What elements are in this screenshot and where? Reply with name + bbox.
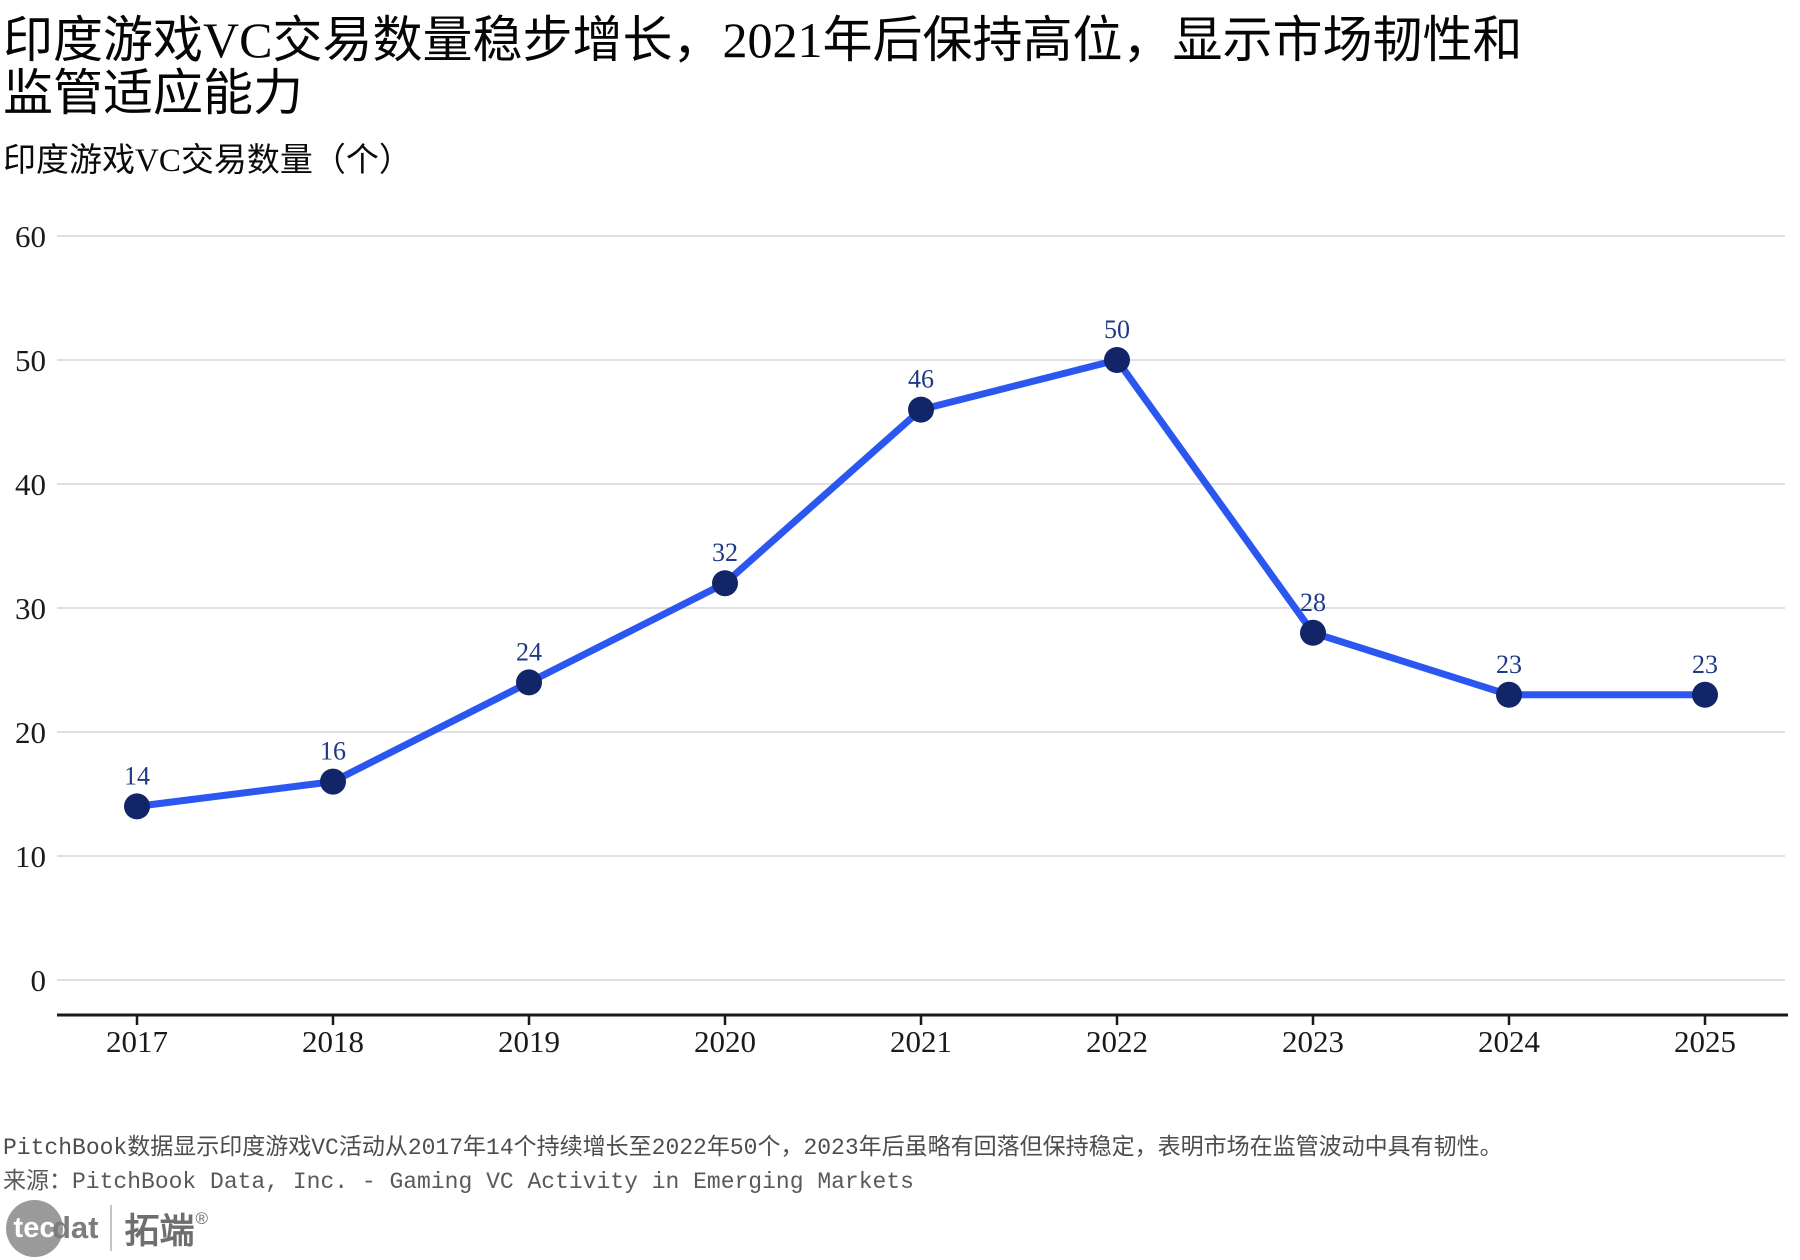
data-point-label: 46 [908, 365, 934, 394]
data-point [320, 768, 346, 795]
footer-source: 来源：PitchBook Data, Inc. - Gaming VC Acti… [3, 1169, 914, 1195]
y-tick-label: 40 [15, 467, 46, 502]
data-point [712, 570, 738, 597]
data-point [124, 793, 150, 820]
data-point [516, 669, 542, 696]
chart-header: 印度游戏VC交易数量稳步增长，2021年后保持高位，显示市场韧性和监管适应能力 … [3, 14, 1563, 181]
x-tick-label: 2021 [890, 1024, 952, 1059]
data-point [1300, 619, 1326, 646]
logo-divider [109, 1205, 112, 1251]
y-tick-label: 60 [15, 219, 46, 254]
data-point-label: 28 [1300, 588, 1326, 617]
x-tick-label: 2017 [106, 1024, 168, 1059]
registered-trademark-icon: ® [195, 1208, 209, 1228]
logo-text-dat: dat [52, 1210, 99, 1245]
x-tick-label: 2020 [694, 1024, 756, 1059]
data-point-label: 24 [516, 637, 542, 666]
chart-footer: PitchBook数据显示印度游戏VC活动从2017年14个持续增长至2022年… [3, 1136, 1763, 1194]
series-line [133, 356, 1709, 810]
chart-title: 印度游戏VC交易数量稳步增长，2021年后保持高位，显示市场韧性和监管适应能力 [3, 12, 1523, 121]
x-tick-label: 2024 [1478, 1024, 1541, 1059]
data-point [908, 396, 934, 423]
data-point-label: 32 [712, 538, 738, 567]
y-tick-label: 30 [15, 591, 46, 626]
data-point-label: 23 [1496, 650, 1522, 679]
x-tick-label: 2025 [1674, 1024, 1736, 1059]
x-tick-label: 2022 [1086, 1024, 1148, 1059]
logo-text-cjk: 拓端 [124, 1211, 195, 1251]
data-point-label: 23 [1692, 650, 1718, 679]
data-point-label: 16 [320, 737, 346, 766]
x-tick-label: 2023 [1282, 1024, 1344, 1059]
x-tick-label: 2018 [302, 1024, 364, 1059]
data-point [1496, 681, 1522, 708]
chart-subtitle: 印度游戏VC交易数量（个） [3, 143, 412, 179]
footer-note: PitchBook数据显示印度游戏VC活动从2017年14个持续增长至2022年… [3, 1135, 1503, 1161]
data-point [1104, 347, 1130, 373]
data-point-label: 14 [124, 761, 150, 790]
data-point-label: 50 [1104, 315, 1130, 344]
logo-text-tec: tec [13, 1211, 56, 1244]
logo-circle: tec [6, 1199, 63, 1257]
y-tick-label: 20 [15, 715, 46, 750]
y-tick-label: 0 [31, 963, 47, 998]
data-point [1692, 681, 1718, 708]
y-tick-label: 50 [15, 343, 46, 378]
x-tick-label: 2019 [498, 1024, 560, 1059]
tecdat-logo: tec dat 拓端 ® [6, 1199, 208, 1257]
y-tick-label: 10 [15, 839, 46, 874]
